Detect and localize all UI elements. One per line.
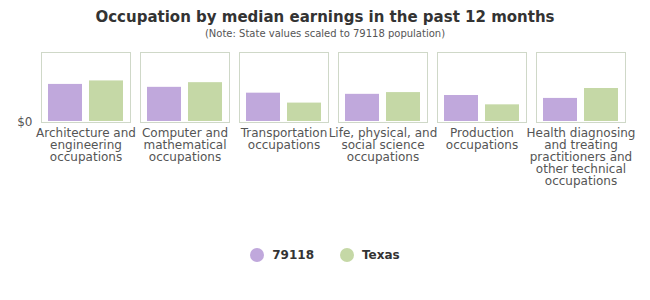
svg-text:Life, physical, andsocial scie: Life, physical, andsocial scienceoccupat… xyxy=(329,126,438,164)
html-text:79118: 79118 xyxy=(272,248,314,262)
html-text:(Note: State values scaled to: (Note: State values scaled to 79118 popu… xyxy=(205,28,445,39)
svg-text:Transportationoccupations: Transportationoccupations xyxy=(240,126,328,152)
svg-text:$0: $0 xyxy=(17,115,32,129)
html-text:Occupation by median earnings: Occupation by median earnings in the pas… xyxy=(95,8,555,26)
svg-text:Productionoccupations: Productionoccupations xyxy=(446,126,518,152)
svg-text:Health diagnosingand treatingp: Health diagnosingand treatingpractitione… xyxy=(527,126,636,188)
svg-text:Architecture andengineeringocc: Architecture andengineeringoccupations xyxy=(36,126,136,164)
svg-text:Computer andmathematicaloccupa: Computer andmathematicaloccupations xyxy=(142,126,228,164)
html-text:Texas: Texas xyxy=(362,248,400,262)
